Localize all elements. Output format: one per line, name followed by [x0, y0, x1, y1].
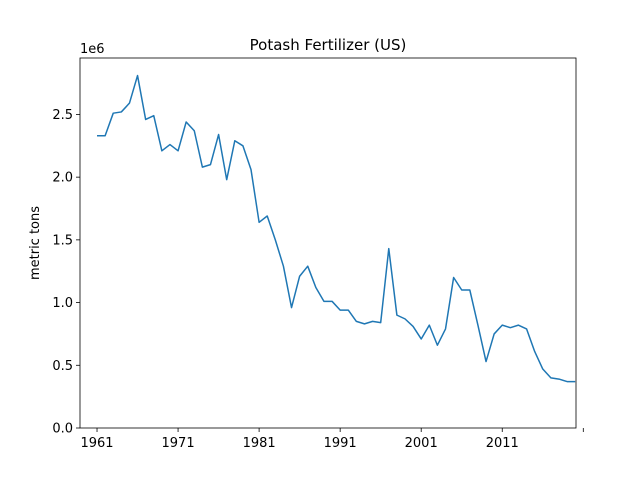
series-line: [97, 74, 576, 383]
x-tick-label: 1961: [80, 436, 113, 451]
chart-title: Potash Fertilizer (US): [250, 36, 407, 54]
plot-area: [97, 74, 576, 383]
y-axis-offset-text: 1e6: [80, 42, 105, 57]
y-tick-label: 2.0: [52, 171, 73, 186]
y-tick-label: 1.0: [52, 296, 73, 311]
y-tick-label: 0.0: [52, 422, 73, 437]
y-tick-label: 2.5: [52, 108, 73, 123]
x-tick-label: 1971: [162, 436, 195, 451]
x-tick-label: 2011: [486, 436, 519, 451]
y-axis: 0.0 0.5 1.0 1.5 2.0 2.5: [52, 108, 80, 437]
x-tick-label: 2001: [405, 436, 438, 451]
y-tick-label: 1.5: [52, 233, 73, 248]
x-tick-label: 1981: [243, 436, 276, 451]
x-axis: 1961 1971 1981 1991 2001 2011: [80, 428, 584, 451]
y-tick-label: 0.5: [52, 359, 73, 374]
y-axis-label: metric tons: [28, 206, 43, 280]
plot-frame: [79, 57, 577, 429]
x-tick-label: 1991: [324, 436, 357, 451]
